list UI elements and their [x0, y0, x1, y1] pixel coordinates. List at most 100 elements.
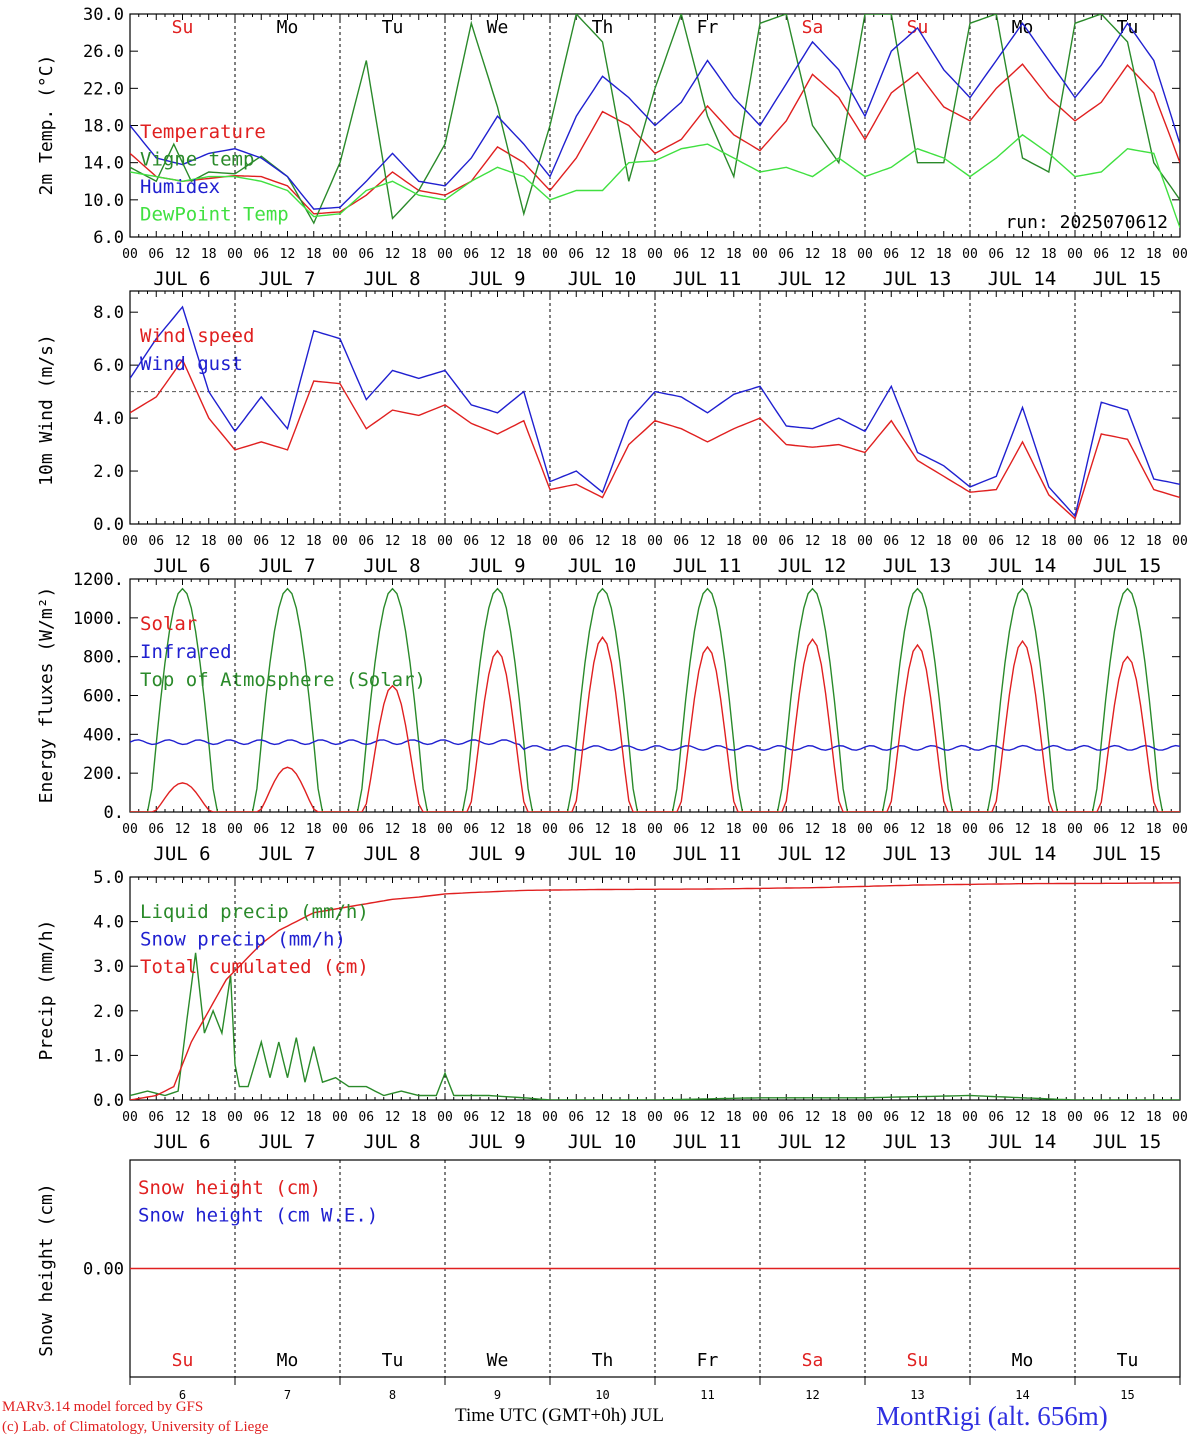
date-label: JUL 8 — [363, 1131, 420, 1153]
y-tick-label: 200. — [83, 764, 124, 784]
date-label: JUL 8 — [363, 268, 420, 290]
hour-tick-label: 00 — [542, 247, 558, 262]
weekday-label: Fr — [697, 17, 719, 38]
y-tick-label: 14.0 — [83, 154, 124, 174]
date-label: JUL 10 — [568, 1131, 637, 1153]
y-tick-label: 6.0 — [93, 356, 124, 376]
date-label: JUL 6 — [153, 268, 210, 290]
hour-tick-label: 12 — [910, 247, 926, 262]
hour-tick-label: 00 — [1067, 822, 1083, 837]
y-tick-label: 0.00 — [83, 1260, 124, 1280]
series-line-dewpoint-temp — [130, 133, 1180, 228]
series-line-wind-speed — [130, 358, 1180, 520]
hour-tick-label: 06 — [148, 247, 164, 262]
hour-tick-label: 06 — [883, 1110, 899, 1125]
hour-tick-label: 12 — [1120, 247, 1136, 262]
date-label: JUL 12 — [778, 1131, 847, 1153]
hour-tick-label: 06 — [1093, 822, 1109, 837]
date-number-label: 14 — [1015, 1388, 1029, 1402]
hour-tick-label: 18 — [306, 247, 322, 262]
legend-entry: Solar — [140, 613, 197, 635]
date-number-label: 6 — [179, 1388, 186, 1402]
chart-panel-5: 0.00 Snow height (cm) Su 6 Mo 7 Tu 8 We 9 Th 10 Fr 11… — [36, 1159, 1181, 1402]
hour-tick-label: 12 — [280, 1110, 296, 1125]
weekday-label: Mo — [1012, 17, 1034, 38]
hour-tick-label: 00 — [1067, 1110, 1083, 1125]
y-axis-label: Snow height (cm) — [36, 1183, 57, 1356]
hour-tick-label: 18 — [1041, 822, 1057, 837]
hour-tick-label: 12 — [1120, 822, 1136, 837]
hour-tick-label: 06 — [988, 1110, 1004, 1125]
date-label: JUL 7 — [258, 268, 315, 290]
hour-tick-label: 18 — [201, 534, 217, 549]
date-label: JUL 15 — [1093, 555, 1162, 577]
hour-tick-label: 12 — [280, 534, 296, 549]
hour-tick-label: 00 — [1067, 247, 1083, 262]
hour-tick-label: 00 — [647, 534, 663, 549]
hour-tick-label: 12 — [385, 534, 401, 549]
y-tick-label: 0. — [104, 803, 124, 823]
date-label: JUL 13 — [883, 1131, 952, 1153]
series-line-total-cumulated-cm- — [130, 882, 1180, 1100]
hour-tick-label: 12 — [490, 822, 506, 837]
station-title: MontRigi (alt. 656m) — [876, 1401, 1108, 1431]
hour-tick-label: 12 — [595, 247, 611, 262]
legend-entry: Wind gust — [140, 353, 243, 375]
hour-tick-label: 18 — [516, 534, 532, 549]
y-tick-label: 10.0 — [83, 191, 124, 211]
hour-tick-label: 06 — [673, 247, 689, 262]
hour-tick-label: 06 — [1093, 1110, 1109, 1125]
hour-tick-label: 06 — [253, 822, 269, 837]
date-label: JUL 14 — [988, 843, 1057, 865]
weekday-label: Th — [592, 1350, 614, 1371]
hour-tick-label: 18 — [1146, 822, 1162, 837]
date-label: JUL 13 — [883, 268, 952, 290]
y-axis-label: Energy fluxes (W/m²) — [36, 587, 57, 804]
hour-tick-label: 18 — [831, 534, 847, 549]
date-label: JUL 9 — [468, 555, 525, 577]
weekday-label: Fr — [697, 1350, 719, 1371]
hour-tick-label: 00 — [962, 247, 978, 262]
hour-tick-label: 12 — [385, 1110, 401, 1125]
hour-tick-label: 12 — [595, 534, 611, 549]
series-line-humidex — [130, 22, 1180, 210]
hour-tick-label: 18 — [621, 247, 637, 262]
hour-tick-label: 06 — [358, 247, 374, 262]
y-tick-label: 22.0 — [83, 79, 124, 99]
weekday-label: Sa — [802, 1350, 824, 1371]
hour-tick-label: 00 — [542, 534, 558, 549]
hour-tick-label: 18 — [1146, 534, 1162, 549]
legend-entry: Liquid precip (mm/h) — [140, 901, 369, 923]
hour-tick-label: 00 — [857, 1110, 873, 1125]
hour-tick-label: 18 — [831, 247, 847, 262]
weekday-label: Tu — [382, 17, 404, 38]
hour-tick-label: 00 — [647, 822, 663, 837]
hour-tick-label: 00 — [227, 247, 243, 262]
weekday-label: We — [487, 1350, 509, 1371]
date-label: JUL 8 — [363, 555, 420, 577]
chart-panel-2: 0.0 2.0 4.0 6.0 8.0 10m Wind (m/s) 00 06 12 18 JUL… — [36, 290, 1188, 577]
hour-tick-label: 00 — [752, 1110, 768, 1125]
hour-tick-label: 12 — [700, 247, 716, 262]
date-label: JUL 10 — [568, 555, 637, 577]
hour-tick-label: 00 — [962, 534, 978, 549]
hour-tick-label: 18 — [726, 822, 742, 837]
date-number-label: 12 — [805, 1388, 819, 1402]
hour-tick-label: 18 — [1041, 1110, 1057, 1125]
hour-tick-label: 06 — [988, 534, 1004, 549]
series-group — [130, 14, 1180, 228]
hour-tick-label: 06 — [988, 247, 1004, 262]
hour-tick-label: 00 — [122, 1110, 138, 1125]
hour-tick-label: 12 — [175, 822, 191, 837]
y-tick-label: 3.0 — [93, 957, 124, 977]
hour-tick-label: 12 — [595, 822, 611, 837]
hour-tick-label: 00 — [122, 822, 138, 837]
hour-tick-label: 18 — [726, 247, 742, 262]
hour-tick-label: 12 — [1015, 534, 1031, 549]
hour-tick-label: 18 — [621, 1110, 637, 1125]
hour-tick-label: 00 — [1172, 534, 1188, 549]
hour-tick-label: 00 — [1172, 822, 1188, 837]
y-tick-label: 18.0 — [83, 117, 124, 137]
date-label: JUL 9 — [468, 268, 525, 290]
hour-tick-label: 00 — [437, 1110, 453, 1125]
